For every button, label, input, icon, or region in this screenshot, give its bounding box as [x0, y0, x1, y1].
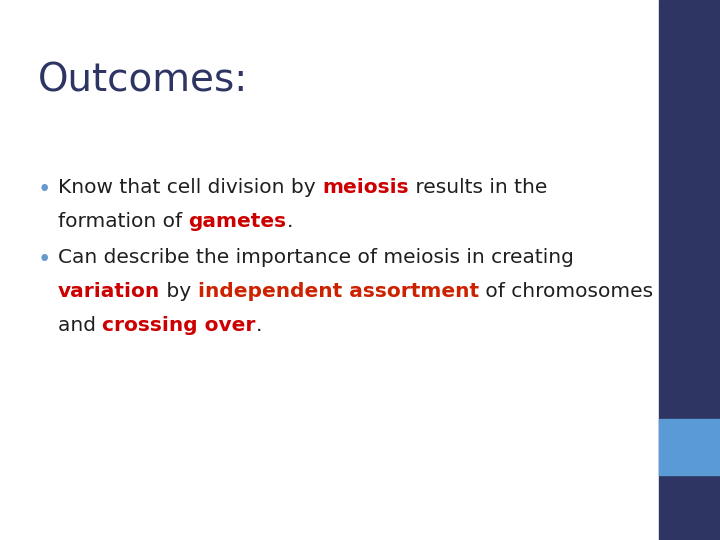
Bar	[659, 418, 720, 475]
Text: variation: variation	[58, 282, 161, 301]
Text: Know that cell division by: Know that cell division by	[58, 178, 322, 197]
Text: gametes: gametes	[189, 212, 287, 231]
Text: independent assortment: independent assortment	[198, 282, 479, 301]
Text: formation of: formation of	[58, 212, 189, 231]
Text: •: •	[38, 248, 51, 271]
Text: of chromosomes: of chromosomes	[479, 282, 653, 301]
Text: •: •	[38, 178, 51, 201]
Text: Outcomes:: Outcomes:	[38, 62, 248, 100]
Text: and: and	[58, 316, 102, 335]
Text: .: .	[256, 316, 262, 335]
Text: results in the: results in the	[409, 178, 547, 197]
Text: .: .	[287, 212, 293, 231]
Bar	[659, 0, 720, 540]
Text: crossing over: crossing over	[102, 316, 256, 335]
Text: meiosis: meiosis	[322, 178, 409, 197]
Text: Can describe the importance of meiosis in creating: Can describe the importance of meiosis i…	[58, 248, 574, 267]
Text: by: by	[161, 282, 198, 301]
